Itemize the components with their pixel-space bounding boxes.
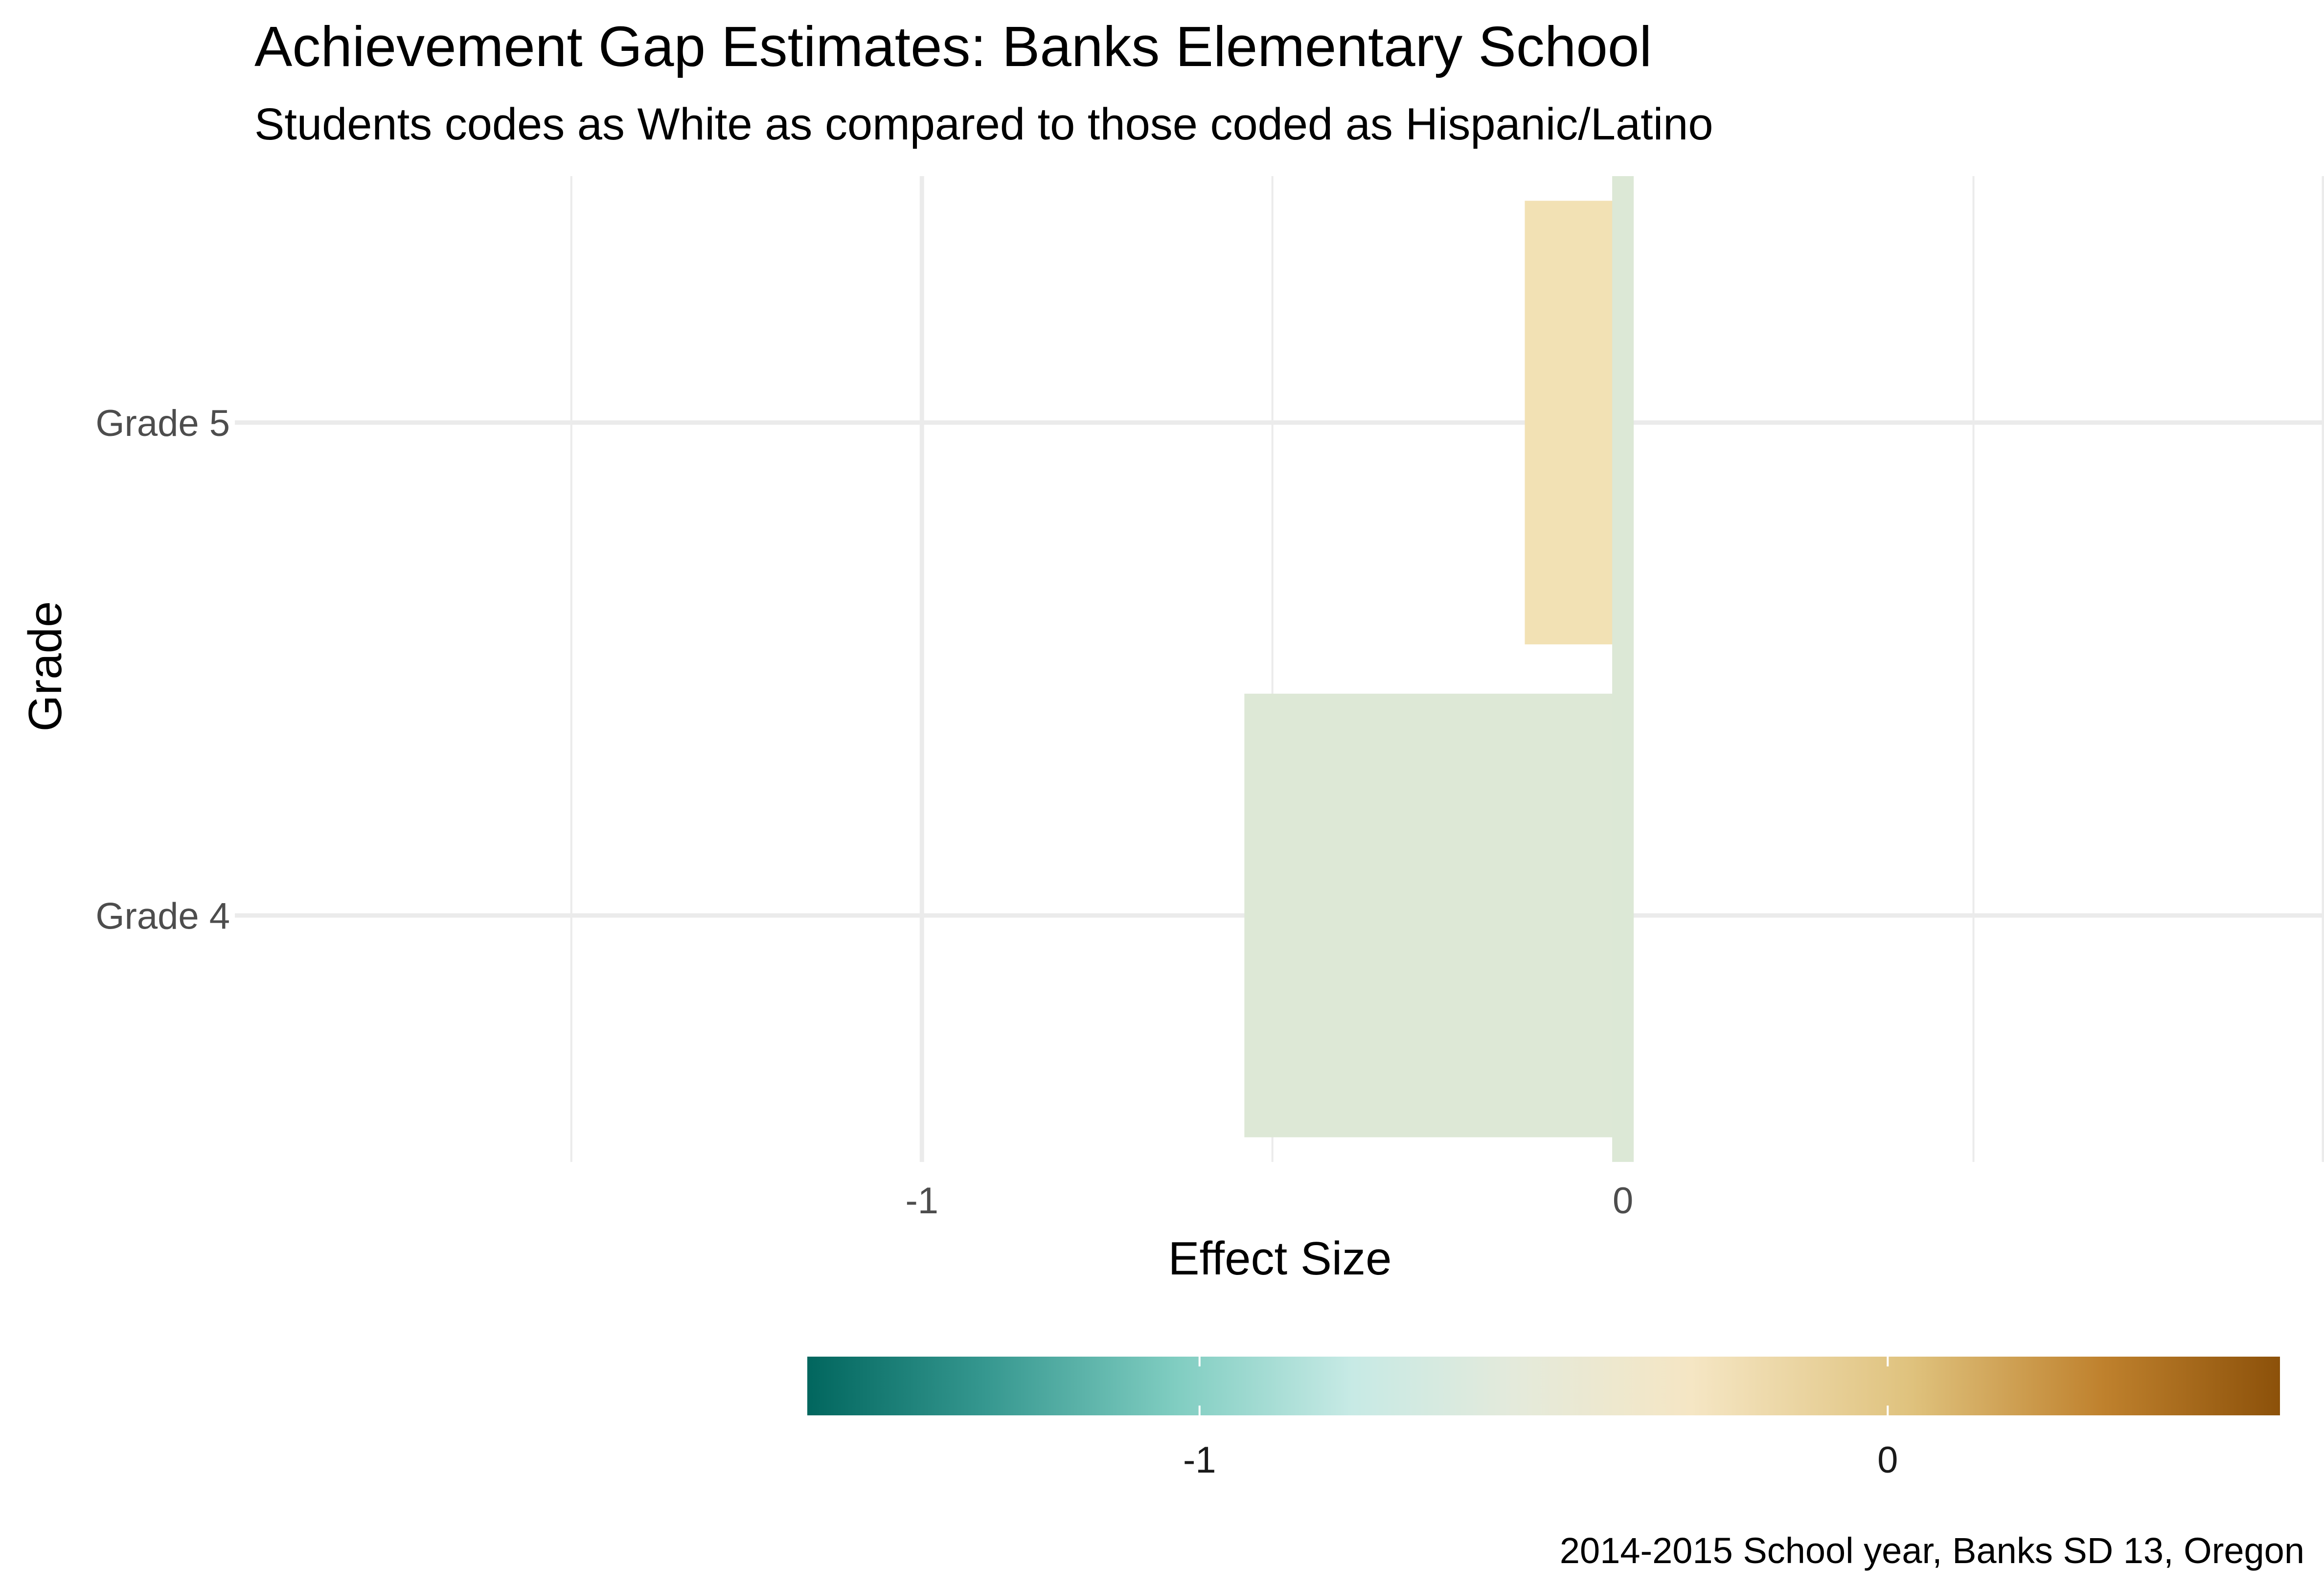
- colorbar-tick-label: 0: [1877, 1439, 1898, 1481]
- chart-subtitle: Students codes as White as compared to t…: [254, 99, 1713, 149]
- tick-layer: -1 0 Grade 4 Grade 5: [95, 403, 1633, 1222]
- color-legend: -1 0: [807, 1357, 2280, 1481]
- chart-caption: 2014-2015 School year, Banks SD 13, Oreg…: [1560, 1530, 2304, 1571]
- x-tick-label: 0: [1613, 1180, 1633, 1222]
- colorbar-ticks: -1 0: [1183, 1357, 1898, 1481]
- x-axis-title: Effect Size: [1168, 1232, 1391, 1285]
- y-tick-label: Grade 5: [95, 403, 230, 444]
- zero-reference-line: [1612, 176, 1634, 1162]
- chart-title: Achievement Gap Estimates: Banks Element…: [254, 15, 1652, 78]
- bar: [1244, 693, 1623, 1137]
- bar: [1525, 201, 1623, 645]
- bar-layer: [1244, 176, 1634, 1162]
- x-tick-label: -1: [905, 1180, 938, 1222]
- colorbar: [807, 1357, 2280, 1415]
- colorbar-tick-label: -1: [1183, 1439, 1216, 1481]
- y-tick-label: Grade 4: [95, 895, 230, 937]
- y-axis-title: Grade: [19, 601, 71, 732]
